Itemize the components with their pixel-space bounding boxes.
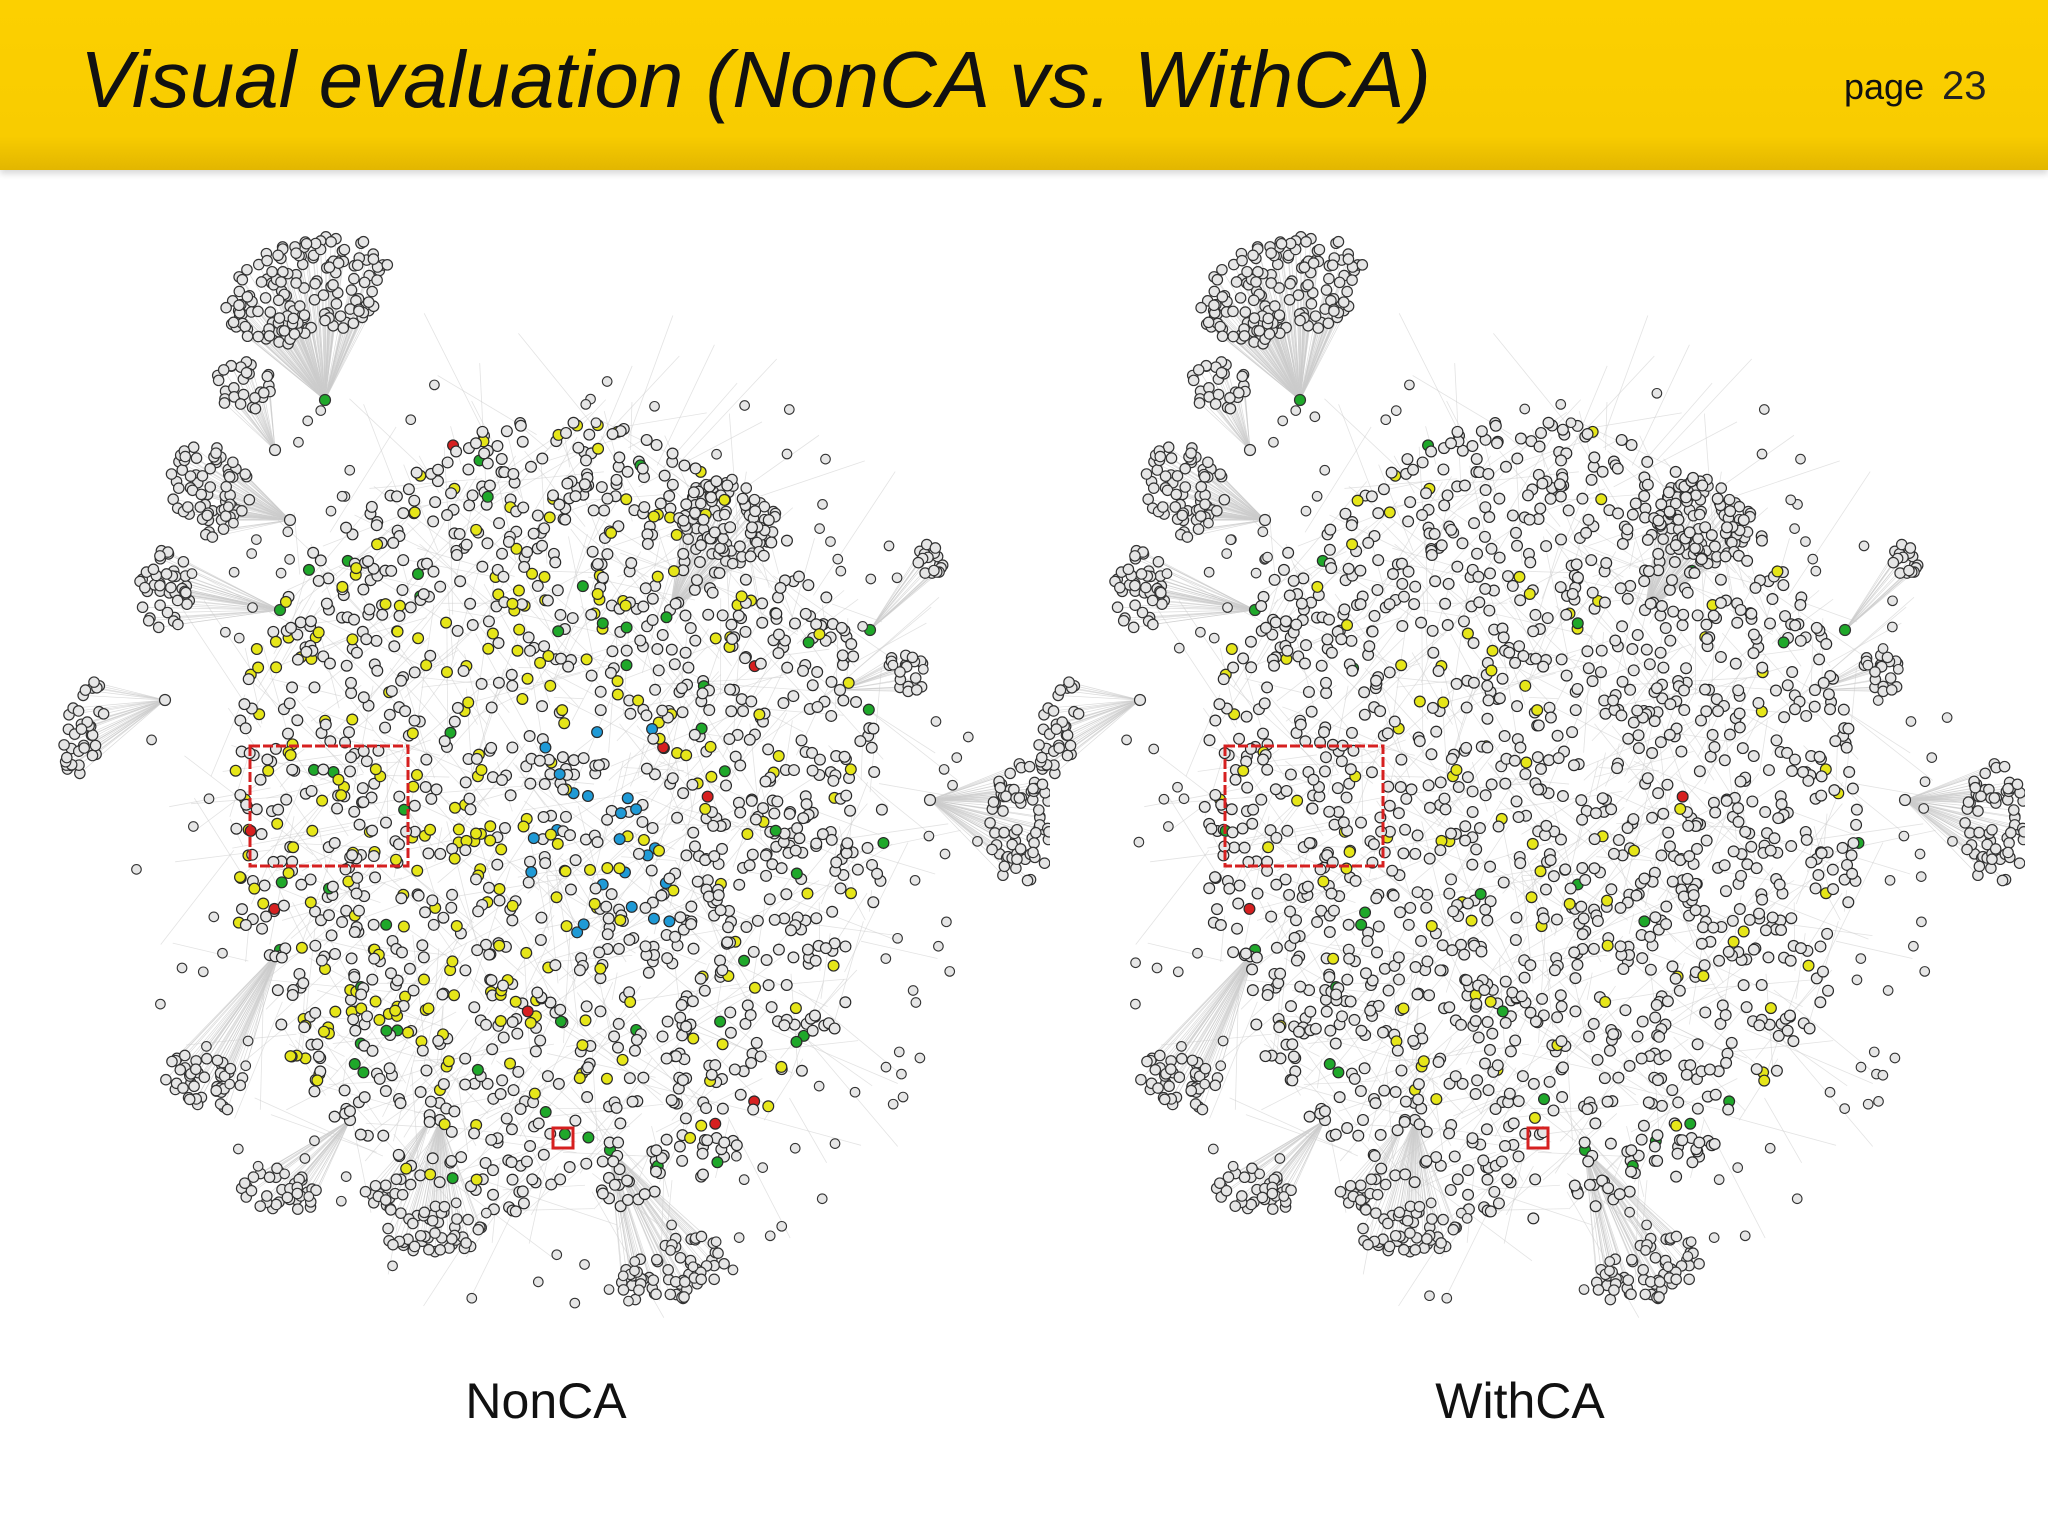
- highlight-box-small: [1526, 1126, 1550, 1150]
- highlight-box-main: [1223, 744, 1385, 868]
- highlight-box-small: [551, 1126, 575, 1150]
- network-graph-withca: [1025, 190, 2025, 1350]
- slide-title: Visual evaluation (NonCA vs. WithCA): [80, 35, 1431, 124]
- page-label: page: [1844, 66, 1925, 107]
- network-graph-nonca: [50, 190, 1050, 1350]
- page-number: 23: [1942, 64, 1987, 108]
- network-graph-withca-svg: [1033, 231, 2025, 1318]
- network-graph-nonca-svg: [58, 231, 1050, 1318]
- edge-layer: [1038, 236, 2025, 1318]
- highlight-box-main: [248, 744, 410, 868]
- slide-header: Visual evaluation (NonCA vs. WithCA) pag…: [0, 0, 2048, 170]
- caption-nonca: NonCA: [465, 1373, 627, 1429]
- caption-withca: WithCA: [1435, 1373, 1605, 1429]
- node-layer: [58, 231, 1050, 1309]
